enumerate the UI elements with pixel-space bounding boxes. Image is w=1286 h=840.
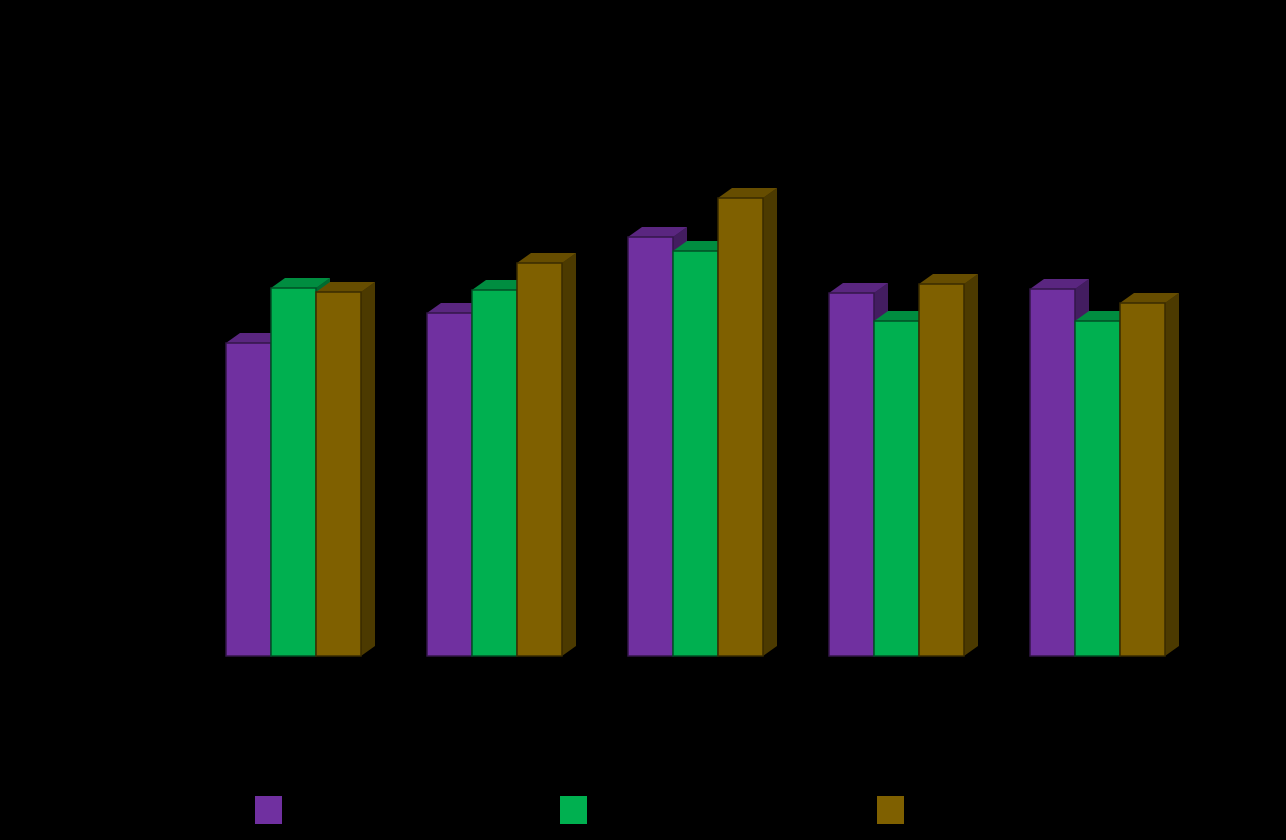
bar-front [315,291,362,657]
bar-front [471,289,518,657]
bar-side [763,188,777,656]
bar-top [271,278,330,288]
bar-side [964,274,978,656]
bar-top [919,274,978,284]
bar-front [426,312,473,657]
bar-top [517,253,576,263]
bar-group [627,188,777,657]
bar-group [225,278,375,657]
bar-front [225,342,272,657]
bar-front [1119,302,1166,657]
bar-top [718,188,777,198]
bar [1119,293,1179,657]
bar-top [316,282,375,292]
bar-front [672,250,719,657]
bars [225,188,1179,657]
bar [516,253,576,657]
bar-group [828,274,978,657]
bar-top [1030,279,1089,289]
legend-swatch [560,796,587,824]
bar [918,274,978,657]
bar-front [627,236,674,657]
bar-front [270,287,317,657]
bar-top [829,283,888,293]
bar-group [426,253,576,657]
bar-front [1029,288,1076,657]
legend-swatch [877,796,904,824]
legend [255,796,904,824]
bar-side [562,253,576,656]
bar [315,282,375,657]
bar [717,188,777,657]
bar-front [918,283,965,657]
bar-top [628,227,687,237]
bar-side [361,282,375,656]
bar-side [1165,293,1179,656]
bar-group [1029,279,1179,657]
bar-front [828,292,875,657]
bar-top [1120,293,1179,303]
bar-front [717,197,764,657]
bar-front [516,262,563,657]
bar-front [873,320,920,657]
legend-swatch [255,796,282,824]
bar-front [1074,320,1121,657]
